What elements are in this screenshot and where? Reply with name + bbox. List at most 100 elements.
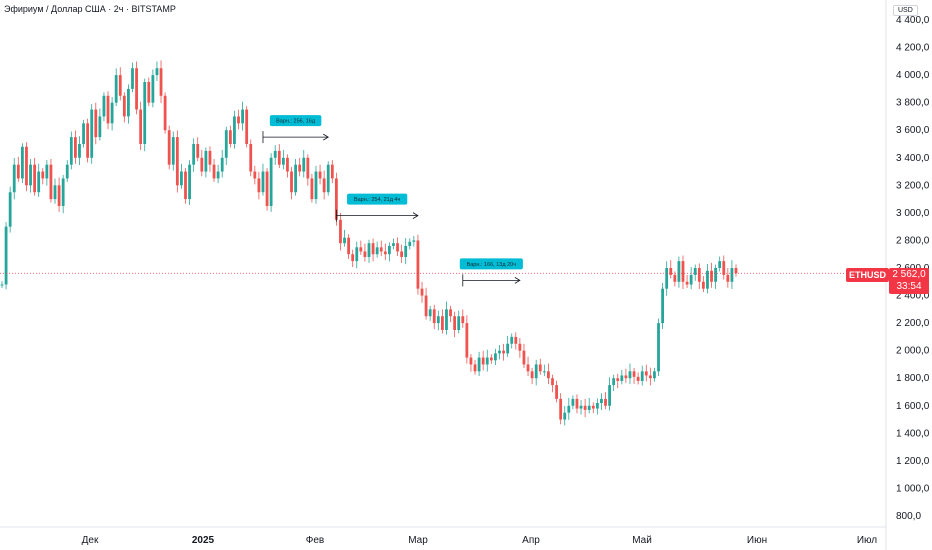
candle-body	[616, 378, 620, 381]
range-arrow-icon	[323, 133, 329, 141]
price-tick: 4 200,0	[896, 43, 930, 54]
candle-body	[208, 150, 212, 165]
candle-body	[253, 171, 257, 179]
candle-body	[29, 164, 32, 186]
candle-body	[294, 164, 297, 193]
price-tick: 1 600,0	[896, 401, 930, 412]
range-label: Варн.: 256, 16д	[276, 119, 316, 125]
candle-body	[90, 109, 94, 158]
candle-body	[424, 295, 428, 317]
candle-body	[355, 247, 359, 262]
range-label-box	[269, 115, 322, 127]
candle-body	[518, 343, 522, 351]
countdown: 33:54	[896, 281, 922, 292]
candle-body	[673, 274, 677, 282]
candle-body	[722, 261, 726, 275]
date-range-annotation[interactable]: Варн.: 166, 13д 20ч	[459, 258, 523, 287]
price-tick: 1 000,0	[896, 483, 930, 494]
price-tick: 4 400,0	[896, 15, 930, 26]
candle-body	[314, 171, 318, 200]
candle-body	[4, 226, 8, 285]
candle-body	[286, 157, 289, 172]
time-tick: Апр	[522, 535, 540, 546]
candle-body	[481, 357, 485, 365]
candle-body	[302, 157, 306, 172]
candle-body	[612, 378, 616, 386]
price-tick: 3 600,0	[896, 125, 930, 136]
candle-body	[94, 109, 98, 138]
price-tick: 3 400,0	[896, 153, 930, 164]
candle-body	[653, 371, 656, 379]
range-label-box	[347, 193, 408, 205]
date-range-annotation[interactable]: Варн.: 254, 21д 4ч	[335, 193, 419, 222]
candle-body	[326, 164, 330, 193]
price-tick: 1 200,0	[896, 456, 930, 467]
candle-body	[726, 274, 730, 282]
candle-body	[628, 371, 632, 379]
candle-body	[143, 82, 147, 144]
candle-body	[498, 350, 501, 354]
chart-title: Эфириум / Доллар США · 2ч · BITSTAMP	[4, 4, 176, 14]
range-arrow-icon	[412, 212, 419, 219]
candle-body	[196, 144, 200, 158]
candle-body	[600, 398, 603, 404]
candle-body	[306, 157, 310, 179]
candle-body	[624, 375, 628, 379]
candle-body	[249, 144, 253, 172]
candle-body	[261, 171, 265, 193]
candle-body	[485, 357, 489, 365]
candle-body	[151, 75, 155, 103]
candle-body	[636, 376, 640, 381]
candle-body	[334, 178, 338, 220]
candle-body	[657, 323, 660, 372]
candle-body	[542, 371, 546, 373]
candle-body	[82, 123, 85, 144]
candle-body	[245, 109, 249, 144]
candle-body	[412, 240, 416, 242]
ticker-label: ETHUSD	[846, 268, 890, 282]
candle-body	[277, 150, 281, 165]
candle-body	[37, 171, 41, 193]
candle-body	[551, 378, 554, 386]
price-tick: 1 800,0	[896, 373, 930, 384]
candle-body	[273, 150, 277, 158]
last-price-label: 2 562,0 33:54	[889, 268, 929, 294]
date-range-annotation[interactable]: Варн.: 256, 16д	[262, 115, 329, 144]
price-tick: 2 200,0	[896, 318, 930, 329]
candle-body	[318, 171, 322, 179]
candle-body	[408, 241, 412, 246]
candle-body	[45, 164, 49, 179]
candle-body	[57, 185, 61, 206]
candle-body	[65, 164, 69, 179]
currency-label[interactable]: USD	[893, 5, 918, 16]
candle-body	[697, 268, 701, 282]
candle-body	[343, 237, 346, 244]
candle-body	[595, 403, 599, 409]
candle-body	[640, 371, 644, 381]
candle-body	[461, 316, 465, 324]
candle-body	[644, 371, 648, 376]
candle-body	[159, 68, 163, 96]
candle-body	[220, 157, 224, 172]
time-tick: Дек	[82, 535, 99, 546]
candle-body	[608, 385, 611, 406]
candle-body	[204, 150, 208, 172]
candle-series	[0, 60, 738, 426]
price-tick: 800,0	[896, 511, 921, 522]
candle-body	[322, 178, 326, 193]
candle-body	[78, 144, 81, 158]
time-axis: Дек 2025 Фев Мар Апр Май Июн Июл	[82, 535, 878, 546]
candle-body	[714, 268, 718, 282]
candle-body	[351, 254, 355, 262]
candle-body	[604, 398, 607, 406]
candle-body	[69, 137, 73, 165]
candle-body	[241, 109, 244, 124]
candle-body	[8, 192, 12, 227]
candle-body	[188, 164, 191, 200]
candle-body	[632, 371, 636, 377]
candle-body	[457, 316, 461, 330]
time-tick: Мар	[408, 535, 428, 546]
candle-body	[41, 171, 45, 179]
candle-body	[167, 130, 171, 165]
